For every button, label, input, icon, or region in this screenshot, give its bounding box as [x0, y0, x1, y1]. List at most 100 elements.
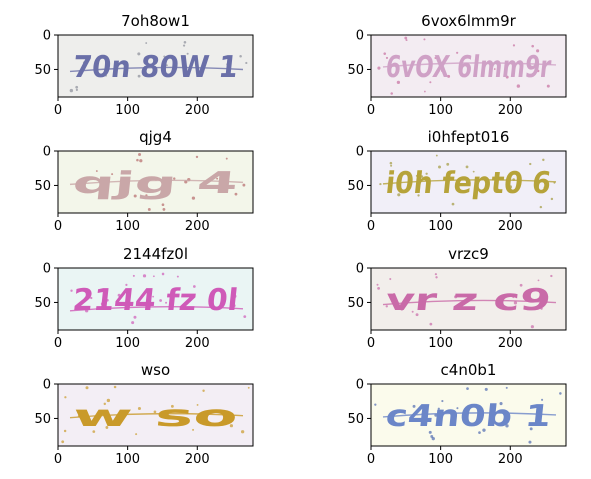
noise-dot [374, 403, 377, 406]
noise-dot [75, 85, 79, 89]
strike-line [69, 412, 244, 419]
captcha-text: w so [71, 399, 240, 434]
noise-dot [183, 40, 187, 44]
noise-dot [216, 177, 219, 180]
noise-dot [429, 322, 433, 326]
noise-dot [412, 404, 416, 408]
y-tick-label: 0 [43, 145, 51, 160]
noise-dot [103, 402, 106, 406]
y-tick-label: 50 [347, 296, 364, 311]
noise-dot [174, 288, 178, 291]
noise-dot [466, 387, 469, 390]
noise-dot [223, 422, 226, 425]
noise-dot [63, 429, 67, 433]
captcha-panel: vrzc9 vr z c9 0 100 200 0 50 [347, 245, 567, 351]
noise-dot [537, 279, 540, 282]
noise-dot [512, 295, 515, 299]
noise-dot [423, 38, 426, 41]
noise-dot [105, 426, 109, 429]
noise-dot [153, 61, 157, 65]
noise-dot [434, 273, 438, 276]
noise-dot [195, 155, 199, 159]
noise-dot [390, 164, 393, 167]
captcha-text: i0h fept0 6 [384, 166, 553, 201]
noise-dot [425, 172, 428, 175]
captcha-text: qjg 4 [71, 166, 240, 201]
noise-dot [165, 301, 168, 304]
axes-frame [57, 267, 254, 331]
y-tick-label: 0 [43, 262, 51, 277]
noise-dot [137, 406, 141, 411]
noise-dot [85, 386, 89, 390]
y-tick-label: 0 [356, 145, 364, 160]
noise-dot [163, 55, 166, 58]
noise-dot [415, 174, 418, 177]
noise-dot [138, 152, 142, 156]
captcha-image [58, 151, 253, 213]
noise-dot [152, 295, 155, 298]
captcha-panel: i0hfept016 i0h fept0 6 0 100 200 0 50 [347, 128, 567, 234]
noise-dot [420, 175, 424, 178]
noise-dot [516, 84, 521, 88]
strike-line [382, 299, 557, 306]
x-tick-label: 100 [115, 219, 140, 234]
noise-dot [377, 66, 381, 70]
axes-frame [370, 150, 567, 214]
noise-dot [159, 299, 162, 302]
noise-dot [508, 185, 513, 189]
noise-dot [539, 205, 543, 209]
strike-line [69, 306, 244, 312]
noise-dot [161, 272, 165, 276]
noise-dot [434, 413, 438, 417]
axes-frame [57, 34, 254, 98]
noise-dot [531, 44, 534, 48]
x-tick-label: 0 [367, 103, 375, 118]
noise-dot [186, 52, 189, 55]
noise-dot [550, 197, 554, 201]
noise-dot [100, 302, 104, 306]
noise-dot [513, 301, 518, 305]
noise-dot [154, 177, 158, 181]
noise-dot [482, 428, 486, 432]
noise-dot [441, 69, 444, 73]
noise-dot [540, 307, 543, 310]
noise-dot [417, 194, 420, 197]
noise-dot [385, 305, 388, 308]
axes-frame [370, 383, 567, 447]
strike-line [382, 179, 557, 185]
noise-dot [546, 84, 550, 88]
noise-dot [226, 175, 229, 179]
noise-dot [404, 36, 408, 40]
noise-dot [529, 427, 533, 431]
noise-dot [446, 162, 450, 166]
noise-dot [165, 64, 168, 67]
strike-line [69, 66, 244, 73]
noise-dot [379, 182, 382, 186]
noise-dot [170, 404, 174, 408]
panel-title: i0hfept016 [428, 128, 510, 146]
x-tick-label: 100 [428, 452, 453, 467]
captcha-text: vr z c9 [384, 283, 553, 318]
y-tick-label: 0 [356, 29, 364, 44]
x-tick-label: 100 [115, 103, 140, 118]
noise-dot [234, 192, 238, 196]
noise-dot [133, 194, 137, 198]
noise-dot [435, 276, 438, 279]
noise-dot [493, 68, 496, 70]
noise-dot [396, 80, 401, 85]
noise-dot [484, 387, 488, 391]
captcha-text: c4n0b 1 [384, 399, 553, 434]
noise-dot [173, 58, 177, 63]
noise-dot [472, 170, 475, 173]
captcha-panel: 2144fz0l 2144 fz 0l 0 100 200 0 50 [34, 245, 254, 351]
noise-dot [139, 159, 143, 163]
noise-dot [528, 440, 532, 444]
noise-dot [377, 286, 380, 290]
captcha-panel: 6vox6lmm9r 6vOX 6lmm9r 0 100 200 0 50 [347, 12, 567, 118]
x-tick-label: 200 [498, 103, 523, 118]
noise-dot [397, 193, 401, 197]
captcha-text: 70n 80W 1 [71, 50, 240, 85]
noise-dot [536, 49, 540, 53]
noise-dot [243, 315, 247, 319]
